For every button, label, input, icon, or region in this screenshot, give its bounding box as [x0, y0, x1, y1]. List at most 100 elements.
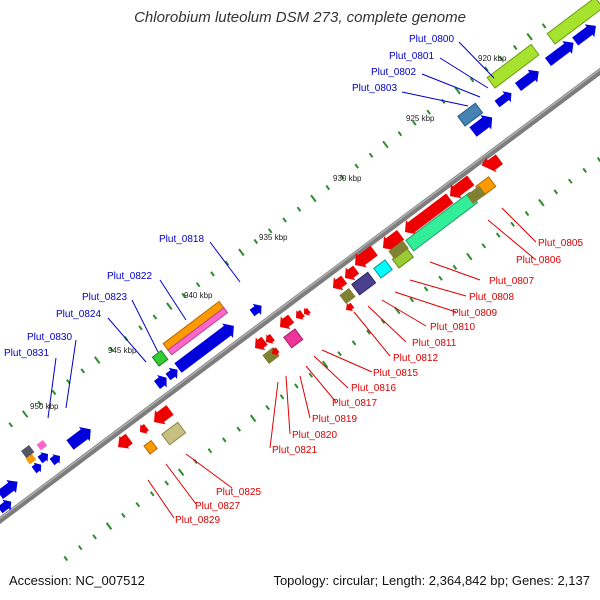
kbp-935: 935 kbp [259, 233, 288, 242]
tick-mark [164, 480, 169, 486]
tick-mark [339, 174, 345, 180]
label-plut-0812[interactable]: Plut_0812 [393, 353, 438, 364]
label-plut-0815[interactable]: Plut_0815 [373, 368, 418, 379]
tick-mark [238, 248, 245, 257]
tick-mark [325, 185, 331, 191]
label-plut-0800[interactable]: Plut_0800 [409, 34, 454, 45]
label-plut-0818[interactable]: Plut_0818 [159, 234, 204, 245]
topology-text: Topology: circular; Length: 2,364,842 bp… [273, 573, 590, 588]
tick-mark [51, 389, 57, 396]
reverse-label-leaders [147, 207, 537, 519]
kbp-925: 925 kbp [406, 114, 435, 123]
tick-mark [253, 238, 259, 245]
gene-plut-0819 [272, 346, 280, 355]
gene-plut-0812 [283, 328, 304, 349]
label-plut-0816[interactable]: Plut_0816 [351, 383, 396, 394]
gene-block-958 [0, 480, 18, 499]
label-plut-0811[interactable]: Plut_0811 [412, 338, 457, 349]
tick-mark [484, 66, 489, 72]
gene-plut-0808 [373, 259, 393, 279]
gene-plut-0803 [457, 102, 484, 127]
tick-mark [454, 86, 461, 95]
gene-plut-0827 [143, 439, 158, 455]
gene-block-940b [304, 307, 311, 316]
genome-backbone [0, 67, 600, 525]
tick-mark [8, 422, 13, 428]
tick-mark [282, 217, 287, 223]
tick-mark [481, 243, 487, 249]
tick-mark [397, 131, 403, 137]
label-plut-0808[interactable]: Plut_0808 [469, 292, 514, 303]
gene-block-941 [174, 323, 234, 373]
gene-plut-0825 [161, 421, 187, 446]
tick-mark [181, 292, 187, 299]
tick-mark [423, 286, 429, 292]
gene-block-939 [280, 314, 295, 330]
tick-mark [310, 194, 317, 203]
tick-mark [149, 491, 155, 497]
tick-mark [380, 318, 386, 324]
label-plut-0821[interactable]: Plut_0821 [272, 445, 317, 456]
tick-mark [510, 221, 515, 227]
tick-mark [538, 198, 545, 207]
label-plut-0820[interactable]: Plut_0820 [292, 430, 337, 441]
tick-mark [411, 120, 417, 126]
tick-mark [21, 410, 29, 418]
label-plut-0825[interactable]: Plut_0825 [216, 487, 261, 498]
accession-text: Accession: NC_007512 [9, 573, 145, 588]
tick-mark [105, 522, 113, 530]
gene-plut-0829 [118, 433, 133, 449]
gene-block-959 [0, 499, 12, 514]
label-plut-0827[interactable]: Plut_0827 [195, 501, 240, 512]
label-plut-0810[interactable]: Plut_0810 [430, 322, 475, 333]
label-plut-0824[interactable]: Plut_0824 [56, 309, 101, 320]
tick-mark [94, 356, 101, 364]
label-plut-0830[interactable]: Plut_0830 [27, 332, 72, 343]
tick-mark [249, 414, 257, 423]
tick-mark [469, 77, 475, 83]
tick-mark [195, 282, 201, 288]
tick-mark [495, 232, 501, 238]
tick-mark [236, 426, 241, 432]
gene-plut-0802 [494, 91, 512, 108]
tick-mark [77, 545, 83, 551]
gene-block-922 [514, 69, 539, 91]
label-plut-0823[interactable]: Plut_0823 [82, 292, 127, 303]
label-plut-0802[interactable]: Plut_0802 [371, 67, 416, 78]
label-plut-0819[interactable]: Plut_0819 [312, 414, 357, 425]
gene-plut-0810 [339, 287, 356, 304]
tick-mark [294, 383, 299, 389]
reverse-gene-labels: Plut_0805 Plut_0806 Plut_0807 Plut_0808 … [175, 238, 583, 526]
tick-mark [596, 157, 600, 163]
gene-plut-0801 [486, 43, 540, 89]
tick-mark [582, 167, 588, 173]
gene-plut-0809 [351, 271, 377, 296]
label-plut-0801[interactable]: Plut_0801 [389, 51, 434, 62]
gene-block-955 [31, 462, 42, 474]
tick-mark [207, 448, 213, 454]
gene-block-938 [333, 275, 348, 291]
gene-plut-0824 [153, 375, 167, 389]
label-plut-0803[interactable]: Plut_0803 [352, 83, 397, 94]
forward-gene-labels: Plut_0800 Plut_0801 Plut_0802 Plut_0803 … [4, 34, 454, 359]
gene-block-948 [66, 426, 91, 450]
label-plut-0829[interactable]: Plut_0829 [175, 515, 220, 526]
label-plut-0831[interactable]: Plut_0831 [4, 348, 49, 359]
label-plut-0806[interactable]: Plut_0806 [516, 255, 561, 266]
gene-plut-0822 [162, 300, 229, 356]
tick-mark [337, 351, 342, 357]
label-plut-0807[interactable]: Plut_0807 [489, 276, 534, 287]
kbp-markers: 920 kbp 925 kbp 930 kbp 935 kbp 940 kbp … [30, 54, 507, 411]
label-plut-0817[interactable]: Plut_0817 [332, 398, 377, 409]
label-plut-0822[interactable]: Plut_0822 [107, 271, 152, 282]
tick-mark [92, 534, 97, 540]
kbp-945: 945 kbp [108, 346, 137, 355]
label-plut-0805[interactable]: Plut_0805 [538, 238, 583, 249]
gene-block-931 [466, 185, 486, 204]
label-plut-0809[interactable]: Plut_0809 [452, 308, 497, 319]
tick-mark [426, 109, 432, 115]
tick-mark [541, 23, 547, 29]
gene-plut-0815 [255, 336, 268, 351]
